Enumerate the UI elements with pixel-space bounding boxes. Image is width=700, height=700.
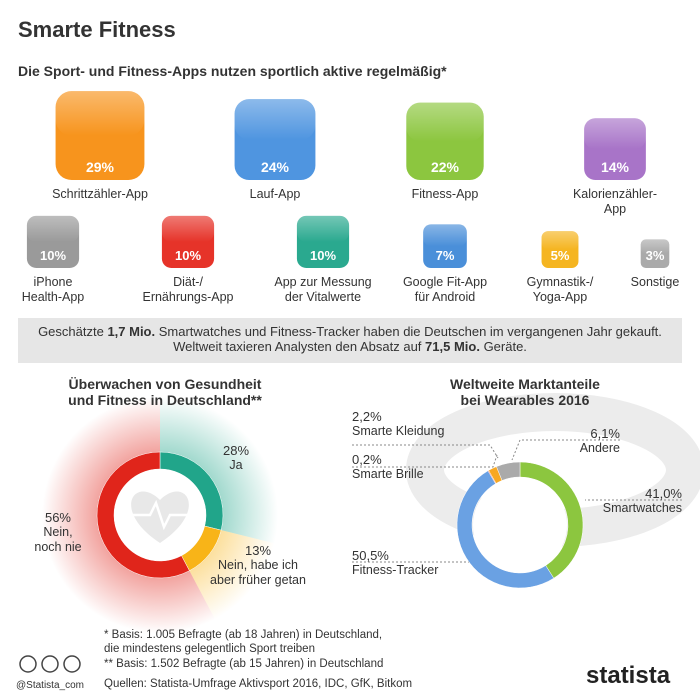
app-label: Gymnastik-/ Yoga-App xyxy=(526,275,594,304)
icon-shine xyxy=(296,215,350,242)
info-segment: Smartwatches und Fitness-Tracker haben d… xyxy=(158,324,662,354)
icon-value: 24% xyxy=(260,159,290,175)
icon-shine xyxy=(541,231,579,250)
info-highlight: 71,5 Mio. xyxy=(425,339,480,354)
icon-shine xyxy=(640,239,670,254)
slice-value: 2,2% xyxy=(352,409,382,424)
slice-category: Smartwatches xyxy=(602,501,682,515)
icon-value: 10% xyxy=(39,248,67,263)
icon-shine xyxy=(161,215,215,242)
slice-label: 28% Ja xyxy=(223,443,249,473)
icon-value: 7% xyxy=(435,248,455,263)
slice-label: 2,2% Smarte Kleidung xyxy=(352,409,444,439)
app-label: Diät-/ Ernährungs-App xyxy=(142,275,234,304)
app-label: Google Fit-App für Android xyxy=(402,275,488,304)
info-highlight: 1,7 Mio. xyxy=(107,324,156,339)
handle: @Statista_com xyxy=(16,680,84,691)
app-label: Sonstige xyxy=(630,275,680,289)
icon-value: 29% xyxy=(85,159,115,175)
slice-value: 28% xyxy=(222,443,250,458)
slice-category: Smarte Kleidung xyxy=(352,424,445,438)
slice-label: 56% Nein, noch nie xyxy=(34,510,81,555)
app-label: iPhone Health-App xyxy=(21,275,85,304)
pulse-line xyxy=(130,499,190,531)
slice-value: 6,1% xyxy=(590,426,620,441)
chart-title: Weltweite Marktanteile bei Wearables 201… xyxy=(450,376,600,408)
slice-label: 50,5% Fitness-Tracker xyxy=(352,548,438,578)
donut-center xyxy=(473,478,567,572)
slice-label: 41,0% Smartwatches xyxy=(603,486,682,516)
footnote: ** Basis: 1.502 Befragte (ab 15 Jahren) … xyxy=(104,658,384,670)
title: Smarte Fitness xyxy=(18,17,176,42)
sources: Quellen: Statista-Umfrage Aktivsport 201… xyxy=(104,678,413,690)
app-label: Kalorienzähler- App xyxy=(572,187,658,216)
app-label: Schrittzähler-App xyxy=(52,187,148,201)
icon-shine xyxy=(26,215,80,242)
info-segment: Geschätzte xyxy=(38,324,108,339)
slice-category: Smarte Brille xyxy=(352,467,424,481)
slice-category: Andere xyxy=(579,441,620,455)
icon-value: 10% xyxy=(174,248,202,263)
donut-slice xyxy=(496,461,521,481)
info-box xyxy=(18,318,682,363)
icon-value: 22% xyxy=(430,159,460,175)
icon-shine xyxy=(584,118,646,150)
icon-value: 14% xyxy=(600,159,630,175)
info-text: Geschätzte 1,7 Mio. Smartwatches und Fit… xyxy=(20,324,680,354)
icon-value: 3% xyxy=(645,248,665,263)
slice-category: Fitness-Tracker xyxy=(352,563,439,577)
slice-label: 0,2% Smarte Brille xyxy=(352,452,424,482)
app-label: App zur Messung der Vitalwerte xyxy=(274,275,372,304)
slice-label: 13% Nein, habe ich aber früher getan xyxy=(210,543,306,588)
footnote: * Basis: 1.005 Befragte (ab 18 Jahren) i… xyxy=(104,629,383,655)
slice-value: 0,2% xyxy=(352,452,382,467)
slice-value: 50,5% xyxy=(352,548,389,563)
slice-category: Nein, noch nie xyxy=(34,525,82,554)
slice-value: 13% xyxy=(244,543,272,558)
icon-value: 5% xyxy=(550,248,570,263)
slice-label: 6,1% Andere xyxy=(580,426,620,456)
chart-title: Überwachen von Gesundheit und Fitness in… xyxy=(68,376,262,408)
cc-icons xyxy=(19,655,81,673)
app-label: Fitness-App xyxy=(411,187,479,201)
logo: statista xyxy=(586,662,671,689)
slice-value: 41,0% xyxy=(645,486,682,501)
app-label: Lauf-App xyxy=(249,187,301,201)
icon-shine xyxy=(234,99,316,140)
info-segment: Geräte. xyxy=(479,339,527,354)
slice-value: 56% xyxy=(44,510,72,525)
subtitle: Die Sport- und Fitness-Apps nutzen sport… xyxy=(18,63,447,79)
icon-shine xyxy=(406,102,484,142)
slice-category: Ja xyxy=(229,458,243,472)
icon-shine xyxy=(55,91,145,136)
icon-shine xyxy=(423,224,467,247)
icon-value: 10% xyxy=(309,248,337,263)
slice-category: Nein, habe ich aber früher getan xyxy=(210,558,306,587)
